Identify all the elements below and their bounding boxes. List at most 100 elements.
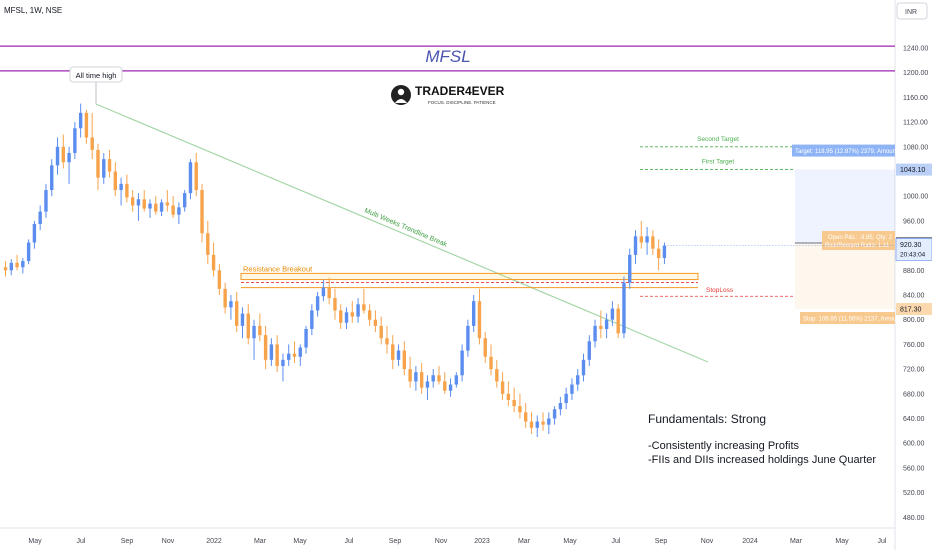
resistance-box (240, 272, 699, 281)
long-position-tool[interactable]: Second Target First Target StopLoss Target:… (640, 136, 902, 325)
candle (73, 122, 77, 160)
candle-body (165, 202, 170, 206)
candle-body (396, 350, 401, 360)
resistance-label: Resistance Breakout (243, 264, 313, 273)
candle-body (656, 248, 661, 258)
fundamentals-line-1: -Consistently increasing Profits (648, 440, 800, 452)
time-tick: 2023 (474, 538, 490, 545)
candle (558, 396, 563, 416)
time-tick: Sep (389, 538, 402, 545)
target-price-label-bg (896, 163, 932, 176)
candle (408, 356, 412, 388)
price-tick: 1080.00 (903, 144, 928, 151)
price-tick: 520.00 (903, 490, 925, 497)
candle (385, 325, 389, 354)
candle (194, 152, 198, 197)
candle (570, 378, 574, 400)
candle-body (142, 199, 146, 209)
candle (344, 307, 349, 329)
candle-body (21, 261, 25, 268)
price-tick: 680.00 (903, 391, 925, 398)
candle (576, 369, 580, 391)
candle (414, 366, 418, 391)
candle-body (616, 308, 620, 334)
candle (599, 310, 603, 339)
candle-body (275, 344, 279, 367)
candle (84, 109, 89, 144)
resistance-zone[interactable] (240, 272, 699, 289)
candle (622, 276, 626, 339)
candle (217, 264, 222, 295)
trendline[interactable] (95, 103, 709, 363)
candle (367, 304, 372, 326)
open-pl-box (822, 231, 895, 251)
candle (246, 304, 250, 345)
candle-body (391, 344, 395, 360)
target-price-label: 1043.10 (900, 167, 925, 174)
candle (96, 143, 100, 191)
candle-body (552, 409, 557, 419)
candle (448, 378, 453, 397)
candle-body (223, 288, 227, 308)
candle-body (263, 335, 268, 360)
candle-body (344, 312, 349, 323)
candle-body (587, 341, 591, 360)
price-axis[interactable]: 480.00 520.00 560.00 600.00 640.00 680.00 720.… (903, 46, 928, 522)
price-tick: 1120.00 (903, 120, 928, 127)
candle-body (414, 372, 418, 382)
time-tick: May (28, 538, 42, 545)
candle (651, 230, 655, 255)
candle (182, 190, 187, 212)
candle (263, 325, 268, 370)
candle (327, 277, 331, 305)
candle-body (547, 418, 551, 425)
candle-body (610, 308, 615, 320)
candle (61, 134, 65, 169)
candle-body (633, 236, 638, 255)
candle-body (182, 193, 187, 208)
candle-body (483, 338, 487, 357)
target-zone (795, 169, 895, 244)
candle (148, 199, 152, 218)
time-tick: Jul (77, 538, 86, 545)
price-tick: 1200.00 (903, 70, 928, 77)
candle (310, 304, 314, 336)
candle-body (177, 207, 181, 215)
price-tick: 1240.00 (903, 46, 928, 53)
candle (292, 341, 297, 363)
candle-body (240, 313, 245, 326)
candle-body (229, 301, 233, 308)
open-pl-text: Open P&L: -3.85, Qty: 2 (828, 235, 893, 241)
price-tick: 560.00 (903, 465, 925, 472)
candle (188, 159, 193, 200)
candle-body (524, 412, 528, 422)
candle (235, 291, 239, 333)
candle (229, 295, 233, 320)
candle-body (258, 325, 262, 336)
candle (142, 190, 146, 212)
candle (321, 279, 326, 302)
candle (483, 332, 487, 363)
candle (518, 393, 522, 419)
candle-body (662, 245, 667, 258)
candle-body (628, 254, 632, 283)
currency-badge[interactable] (896, 2, 928, 20)
candle (431, 369, 435, 388)
time-axis[interactable]: May Jul Sep Nov 2022 Mar May Jul Sep Nov 2023 Mar Ma… (28, 538, 887, 545)
candle (564, 387, 568, 410)
candle (177, 202, 181, 224)
candle-body (136, 199, 141, 206)
candle-body (130, 197, 135, 206)
candle (26, 239, 31, 265)
candle-body (350, 312, 354, 317)
candle-body (200, 190, 204, 234)
candle (200, 183, 204, 243)
candle (610, 301, 615, 326)
candle (90, 112, 94, 160)
candle-body (604, 319, 609, 329)
candle (356, 298, 360, 323)
candle-body (448, 384, 453, 391)
candle-body (477, 301, 482, 339)
candle-body (327, 287, 331, 299)
